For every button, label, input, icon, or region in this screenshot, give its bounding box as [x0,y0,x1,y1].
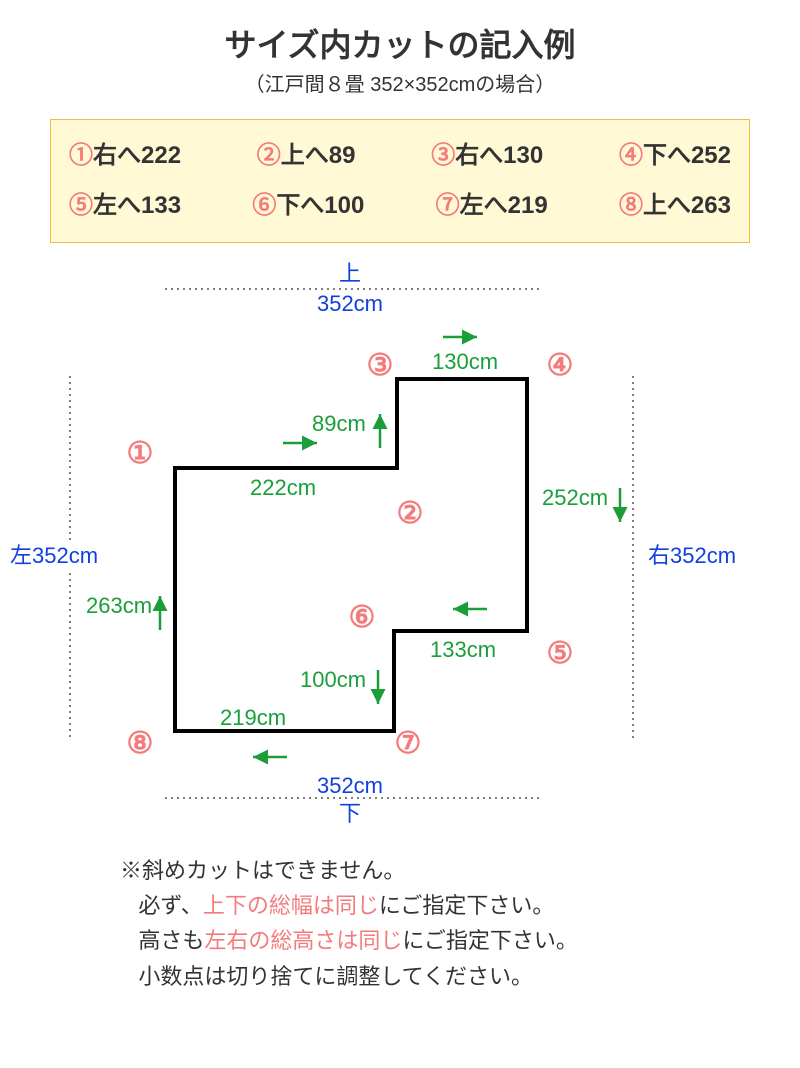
dim-left-label: 左352cm [10,543,98,568]
legend-item: ①右へ222 [69,138,181,174]
legend-number-icon: ② [257,142,281,169]
note2-post: にご指定下さい。 [379,893,555,918]
segment-measure: 130cm [432,349,498,374]
dim-bottom-value: 352cm [317,773,383,798]
note-line-3: 高さも左右の総高さは同じにご指定下さい。 [120,923,800,958]
vertex-marker: ⑥ [349,601,376,634]
legend-row: ①右へ222 ②上へ89 ③右へ130 ④下へ252 [69,138,731,174]
segment-measure: 222cm [250,475,316,500]
dim-top-label: 上 [339,261,361,286]
notes-block: ※斜めカットはできません。 必ず、上下の総幅は同じにご指定下さい。 高さも左右の… [120,853,800,994]
legend-text: 左へ133 [93,192,181,219]
vertex-marker: ④ [547,349,574,382]
note-line-1: ※斜めカットはできません。 [120,853,800,888]
legend-text: 下へ252 [643,142,731,169]
vertex-marker: ⑦ [395,727,422,760]
note3-pre: 高さも [138,928,204,953]
legend-number-icon: ③ [431,142,455,169]
page: サイズ内カットの記入例 （江戸間８畳 352×352cmの場合） ①右へ222②… [0,0,800,1068]
segment-measure: 89cm [312,411,366,436]
legend-number-icon: ① [69,142,93,169]
legend-item: ⑥下へ100 [252,188,364,224]
legend-number-icon: ⑧ [619,192,643,219]
legend-text: 左へ219 [460,192,548,219]
dim-top-value: 352cm [317,291,383,316]
segment-measure: 252cm [542,485,608,510]
legend-item: ②上へ89 [257,138,356,174]
legend-number-icon: ④ [619,142,643,169]
legend-row: ⑤左へ133 ⑥下へ100 ⑦左へ219 ⑧上へ263 [69,188,731,224]
legend-item: ③右へ130 [431,138,543,174]
legend-item: ④下へ252 [619,138,731,174]
vertex-marker: ③ [367,349,394,382]
legend-number-icon: ⑦ [436,192,460,219]
legend-text: 下へ100 [276,192,364,219]
diagram-container: 上 352cm 352cm 下 左352cm 右352cm 222cm 89cm 130cm 25… [0,243,800,853]
page-title: サイズ内カットの記入例 [0,0,800,66]
legend-text: 上へ263 [643,192,731,219]
cut-diagram: 上 352cm 352cm 下 左352cm 右352cm 222cm 89cm 130cm 25… [0,243,800,853]
legend-text: 右へ130 [455,142,543,169]
note3-post: にご指定下さい。 [402,928,578,953]
note4-text: 小数点は切り捨てに調整してください。 [138,964,533,989]
legend-item: ⑦左へ219 [436,188,548,224]
vertex-marker: ⑧ [127,727,154,760]
dim-bottom-label: 下 [339,801,361,826]
vertex-marker: ⑤ [547,637,574,670]
segment-measure: 219cm [220,705,286,730]
vertex-marker: ① [127,437,154,470]
legend-text: 右へ222 [93,142,181,169]
vertex-marker: ② [397,497,424,530]
legend-item: ⑧上へ263 [619,188,731,224]
legend-text: 上へ89 [281,142,356,169]
note2-pre: 必ず、 [138,893,202,918]
note2-em: 上下の総幅は同じ [203,893,379,918]
note-line-4: 小数点は切り捨てに調整してください。 [120,959,800,994]
note3-em: 左右の総高さは同じ [204,928,402,953]
note-line-2: 必ず、上下の総幅は同じにご指定下さい。 [120,888,800,923]
segment-measure: 100cm [300,667,366,692]
legend-number-icon: ⑤ [69,192,93,219]
legend-item: ⑤左へ133 [69,188,181,224]
page-subtitle: （江戸間８畳 352×352cmの場合） [0,68,800,97]
legend-number-icon: ⑥ [252,192,276,219]
segment-measure: 133cm [430,637,496,662]
segment-measure: 263cm [86,593,152,618]
legend-box: ①右へ222 ②上へ89 ③右へ130 ④下へ252 ⑤左へ133 ⑥下へ100 ⑦左へ21… [50,119,750,243]
dim-right-label: 右352cm [648,543,736,568]
